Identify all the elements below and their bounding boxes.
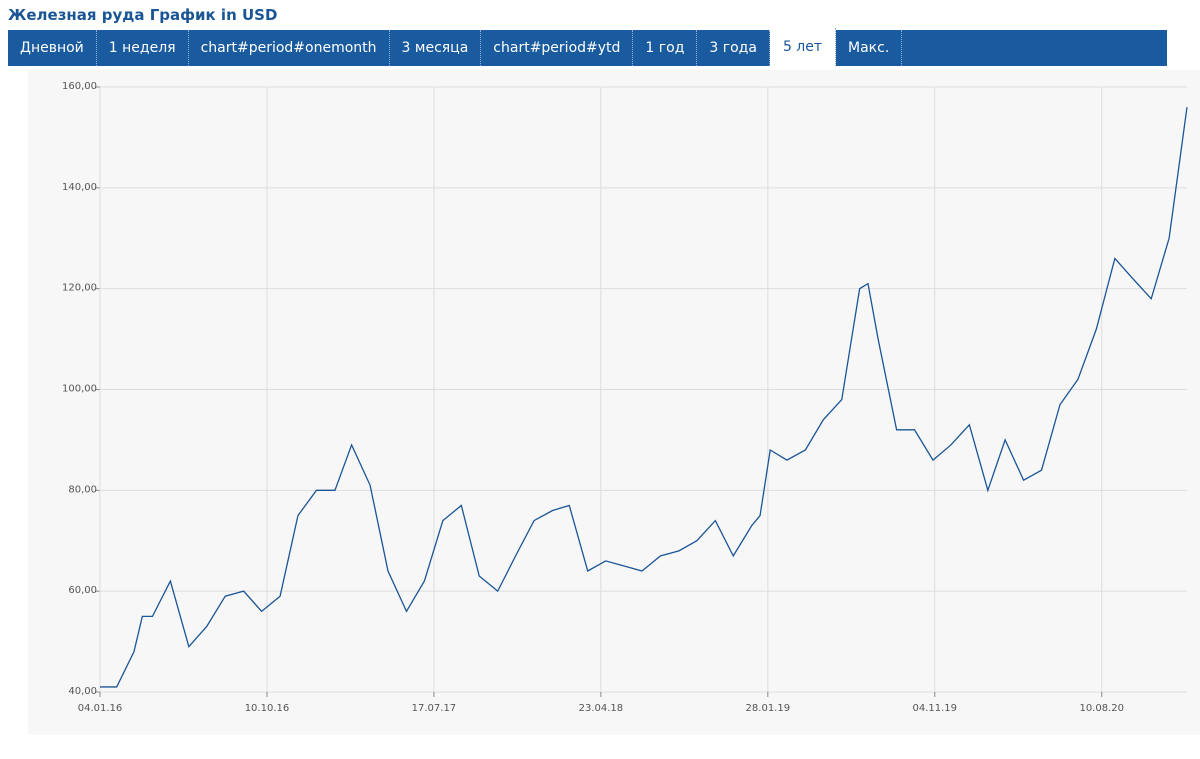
y-tick-label: 60,00	[68, 585, 97, 596]
y-tick-label: 100,00	[62, 384, 97, 395]
period-tab[interactable]: chart#period#onemonth	[189, 30, 390, 66]
x-tick-label: 23.04.18	[579, 703, 624, 714]
x-tick-label: 04.11.19	[913, 703, 958, 714]
x-tick-label: 28.01.19	[746, 703, 791, 714]
period-tab[interactable]: chart#period#ytd	[481, 30, 634, 66]
period-tab[interactable]: 5 лет	[769, 28, 837, 66]
x-tick-label: 10.10.16	[245, 703, 290, 714]
page-title: Железная руда График in USD	[8, 6, 278, 24]
y-tick-label: 140,00	[62, 182, 97, 193]
x-tick-label: 04.01.16	[78, 703, 123, 714]
period-tab[interactable]: 3 года	[697, 30, 770, 66]
period-tab[interactable]: Дневной	[8, 30, 97, 66]
y-tick-label: 120,00	[62, 283, 97, 294]
chart-background	[28, 70, 1200, 735]
price-line	[100, 107, 1188, 688]
y-tick-label: 160,00	[62, 81, 97, 92]
period-tab[interactable]: Макс.	[836, 30, 903, 66]
period-tab[interactable]: 1 неделя	[97, 30, 189, 66]
period-tab[interactable]: 3 месяца	[390, 30, 482, 66]
y-tick-label: 80,00	[68, 484, 97, 495]
period-tab[interactable]: 1 год	[633, 30, 698, 66]
y-tick-label: 40,00	[68, 686, 97, 697]
tab-bar: Дневной 1 неделя chart#period#onemonth 3 ме…	[8, 28, 1167, 66]
x-tick-label: 17.07.17	[412, 703, 457, 714]
x-tick-label: 10.08.20	[1079, 703, 1124, 714]
